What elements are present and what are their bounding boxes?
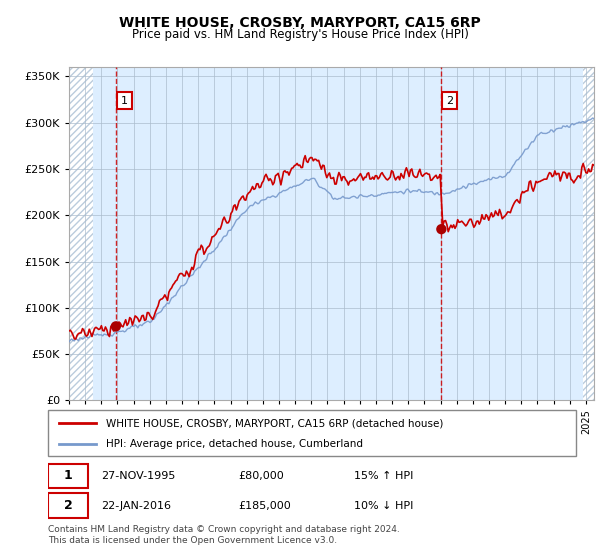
Text: 1: 1 (121, 96, 128, 105)
Text: £80,000: £80,000 (238, 471, 284, 481)
Text: HPI: Average price, detached house, Cumberland: HPI: Average price, detached house, Cumb… (106, 438, 363, 449)
Point (437, 225, 446, 234)
Text: Price paid vs. HM Land Registry's House Price Index (HPI): Price paid vs. HM Land Registry's House … (131, 28, 469, 41)
Text: 2: 2 (446, 96, 454, 105)
Text: 15% ↑ HPI: 15% ↑ HPI (354, 471, 413, 481)
Text: £185,000: £185,000 (238, 501, 291, 511)
Text: 10% ↓ HPI: 10% ↓ HPI (354, 501, 413, 511)
FancyBboxPatch shape (48, 410, 576, 456)
Text: 2: 2 (64, 499, 73, 512)
FancyBboxPatch shape (48, 464, 88, 488)
Point (111, 322, 121, 331)
FancyBboxPatch shape (48, 493, 88, 517)
Text: 27-NOV-1995: 27-NOV-1995 (101, 471, 175, 481)
Bar (583, 67, 594, 400)
Text: Contains HM Land Registry data © Crown copyright and database right 2024.
This d: Contains HM Land Registry data © Crown c… (48, 525, 400, 545)
Bar (583, 67, 594, 400)
Bar (69, 67, 93, 400)
Bar (69, 67, 93, 400)
Text: 1: 1 (64, 469, 73, 483)
Text: 22-JAN-2016: 22-JAN-2016 (101, 501, 171, 511)
Text: WHITE HOUSE, CROSBY, MARYPORT, CA15 6RP (detached house): WHITE HOUSE, CROSBY, MARYPORT, CA15 6RP … (106, 418, 443, 428)
Text: WHITE HOUSE, CROSBY, MARYPORT, CA15 6RP: WHITE HOUSE, CROSBY, MARYPORT, CA15 6RP (119, 16, 481, 30)
